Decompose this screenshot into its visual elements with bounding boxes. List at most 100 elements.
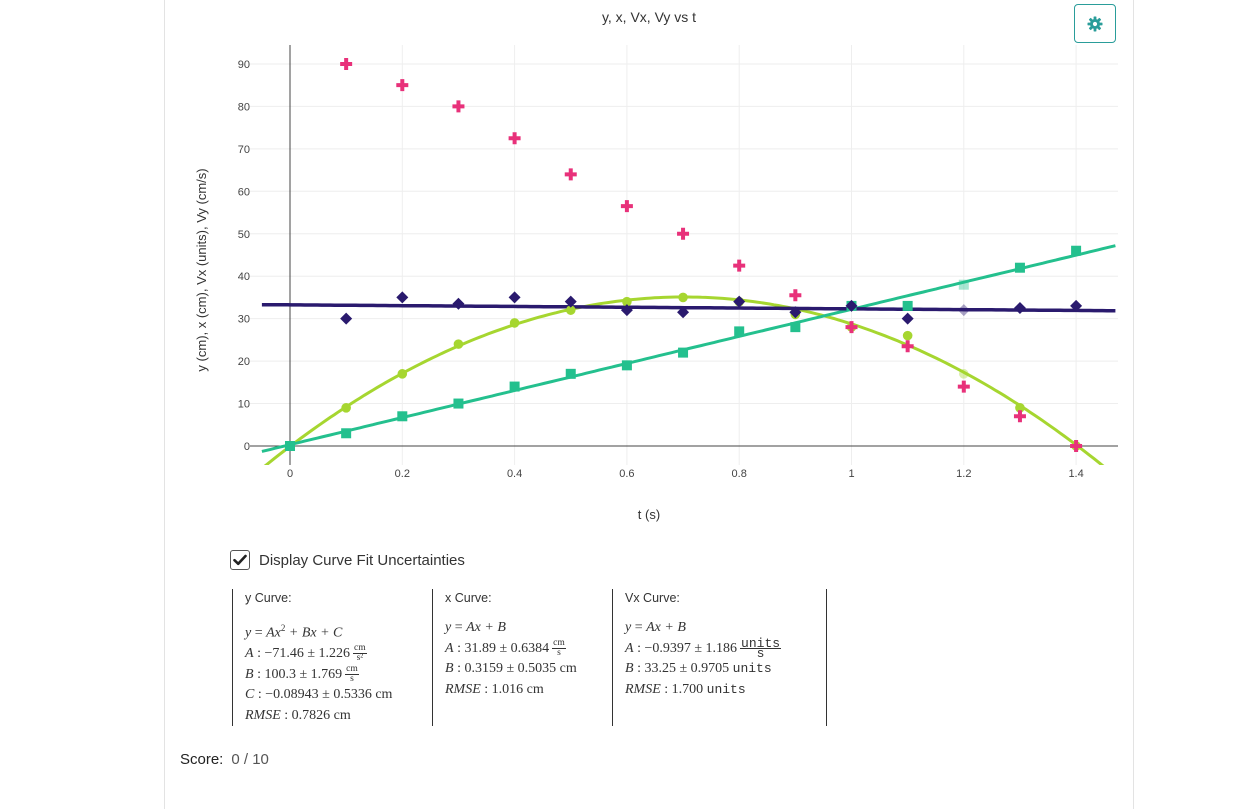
data-point-y: [622, 296, 632, 307]
chart-title: y, x, Vx, Vy vs t: [602, 9, 696, 25]
fit-column-x: x Curve: y = Ax + B A : 31.89 ± 0.6384 cm…: [433, 589, 613, 726]
fit-param: C : −0.08943 ± 0.5336 cm: [245, 687, 393, 703]
fit-column-vx: Vx Curve: y = Ax + B A : −0.9397 ± 1.186…: [613, 589, 827, 726]
fit-param: B : 100.3 ± 1.769 cm s: [245, 663, 359, 684]
data-point-x: [341, 428, 352, 439]
x-tick-label: 0.8: [732, 468, 747, 480]
data-point-vy: [1070, 440, 1083, 452]
fit-equation: y = Ax + B: [625, 620, 686, 635]
fit-title: x Curve:: [445, 591, 492, 605]
data-point-x: [621, 360, 632, 371]
gear-icon: [1087, 16, 1103, 31]
data-point-vx: [733, 295, 746, 308]
uncertainty-checkbox[interactable]: [230, 550, 250, 570]
data-point-vx: [620, 304, 633, 317]
data-point-vy: [620, 200, 633, 213]
chart: 0 10 20 30 40 50 60 70 80 90 0 0.2 0.4 0.6 0.8 1 1.2 1.4 y…: [194, 9, 1118, 522]
fit-rmse: RMSE : 1.016 cm: [445, 681, 544, 697]
fit-title: Vx Curve:: [625, 591, 680, 605]
data-point-y: [397, 369, 408, 379]
data-point-vy: [564, 168, 577, 181]
data-point-y: [678, 292, 688, 303]
score: Score: 0 / 10: [180, 751, 269, 768]
data-point-vy: [957, 380, 970, 393]
data-point-vx: [845, 299, 858, 312]
data-point-x: [285, 441, 295, 451]
x-tick-label: 1: [848, 468, 854, 480]
data-point-vy: [340, 57, 353, 70]
data-point-vy: [901, 340, 914, 353]
data-point-y: [453, 339, 464, 349]
y-tick-label: 60: [238, 186, 250, 198]
y-tick-label: 20: [238, 356, 250, 368]
data-point-vx: [901, 312, 914, 325]
data-point-vx: [564, 295, 577, 308]
fit-param: A : −0.9397 ± 1.186 units s: [625, 635, 782, 661]
curve-fit-results: y Curve: y = Ax2 + Bx + C A : −71.46 ± 1…: [232, 589, 827, 726]
data-point-vy: [508, 132, 521, 145]
data-point-x: [397, 411, 408, 422]
data-point-x: [958, 279, 969, 290]
data-point-x: [790, 322, 801, 333]
fit-param: A : 31.89 ± 0.6384 cm s: [445, 637, 566, 658]
data-point-x: [734, 326, 745, 337]
uncertainty-toggle[interactable]: Display Curve Fit Uncertainties: [230, 550, 465, 570]
x-tick-label: 0.6: [619, 468, 634, 480]
data-point-vx: [789, 306, 802, 319]
data-point-vx: [957, 304, 970, 317]
fit-equation: y = Ax + B: [445, 620, 506, 635]
data-point-vy: [733, 259, 746, 272]
y-tick-label: 50: [238, 229, 250, 241]
y-tick-label: 40: [238, 271, 250, 283]
fit-title: y Curve:: [245, 591, 292, 605]
data-point-vy: [845, 321, 858, 334]
y-tick-label: 0: [244, 441, 250, 453]
checkmark-icon: [233, 554, 247, 566]
data-point-vx: [1013, 302, 1026, 315]
x-tick-label: 0.2: [395, 468, 410, 480]
data-point-vy: [677, 227, 690, 240]
x-tick-label: 0: [287, 468, 293, 480]
uncertainty-checkbox-label: Display Curve Fit Uncertainties: [259, 551, 465, 569]
data-point-vx: [677, 306, 690, 319]
fit-line-vx: [261, 302, 1116, 313]
data-point-y: [341, 402, 351, 413]
data-point-vy: [789, 289, 802, 302]
fit-param: B : 33.25 ± 0.9705 units: [625, 661, 772, 676]
fit-param: A : −71.46 ± 1.226 cm s²: [245, 643, 367, 664]
data-point-vy: [396, 79, 409, 92]
y-tick-label: 90: [238, 59, 250, 71]
data-point-vx: [340, 312, 353, 325]
x-tick-label: 1.4: [1068, 468, 1083, 480]
data-point-y: [509, 318, 520, 328]
data-point-x: [902, 300, 913, 311]
fit-equation: y = Ax2 + Bx + C: [245, 623, 343, 641]
y-tick-label: 80: [238, 101, 250, 113]
data-point-vx: [508, 291, 521, 304]
x-axis-label: t (s): [638, 507, 660, 522]
data-point-x: [509, 381, 520, 392]
score-value: 0 / 10: [231, 751, 269, 768]
activity-panel: [164, 0, 1134, 809]
score-label: Score:: [180, 751, 224, 768]
data-point-x: [678, 347, 689, 358]
data-point-y: [1015, 402, 1025, 413]
data-point-y: [902, 330, 913, 341]
data-point-x: [1071, 245, 1082, 256]
fit-rmse: RMSE : 0.7826 cm: [245, 707, 351, 723]
y-tick-label: 70: [238, 144, 250, 156]
y-tick-label: 10: [238, 399, 250, 411]
fit-rmse: RMSE : 1.700 units: [625, 681, 746, 697]
y-tick-label: 30: [238, 314, 250, 326]
fit-param: B : 0.3159 ± 0.5035 cm: [445, 661, 577, 676]
fit-column-y: y Curve: y = Ax2 + Bx + C A : −71.46 ± 1…: [233, 589, 433, 726]
x-tick-label: 1.2: [956, 468, 971, 480]
settings-button[interactable]: [1074, 4, 1116, 43]
data-point-x: [565, 368, 576, 379]
data-point-vx: [452, 297, 465, 310]
data-point-vy: [1013, 410, 1026, 423]
data-point-vx: [1070, 299, 1083, 312]
y-axis-label: y (cm), x (cm), Vx (units), Vy (cm/s): [194, 168, 209, 371]
data-point-y: [565, 305, 576, 315]
fit-line-y: [263, 295, 1105, 465]
